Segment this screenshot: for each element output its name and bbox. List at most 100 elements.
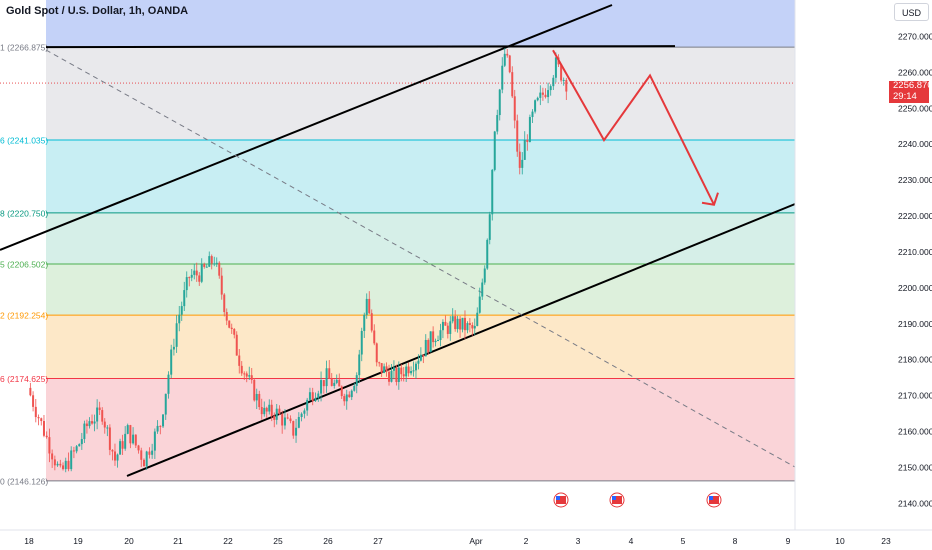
candle-body <box>491 169 494 215</box>
candle-body <box>350 390 353 398</box>
candles <box>29 48 568 473</box>
projection-path <box>552 49 719 206</box>
candle-body <box>511 72 514 97</box>
candle-body <box>119 441 122 455</box>
fib-zone-1 <box>46 139 795 213</box>
price-tick: 2240.000 <box>898 139 932 149</box>
candle-body <box>368 298 371 314</box>
candle-body <box>289 418 292 422</box>
candle-body <box>188 277 191 279</box>
candle-body <box>85 423 88 427</box>
candle-body <box>345 394 348 402</box>
fib-zone-0 <box>46 47 795 140</box>
us-flag-icon[interactable] <box>609 492 625 508</box>
fib-label: 8 (2220.750) <box>0 208 48 218</box>
candle-body <box>335 379 338 383</box>
us-flag-canton <box>612 496 616 500</box>
candle-body <box>134 434 137 446</box>
candle-body <box>383 366 386 373</box>
candle-body <box>544 94 547 98</box>
candle-body <box>493 131 496 170</box>
candle-body <box>248 375 251 377</box>
fib-label: 5 (2206.502) <box>0 259 48 269</box>
candle-body <box>549 86 552 91</box>
fib-zone-2 <box>46 212 795 264</box>
projection-line <box>552 49 715 206</box>
price-tick: 2230.000 <box>898 175 932 185</box>
candle-body <box>481 282 484 297</box>
candle-body <box>483 268 486 283</box>
candle-body <box>72 450 75 452</box>
us-flag-stripes <box>556 496 566 504</box>
projection-arrowhead <box>701 192 719 206</box>
fib-zone-4 <box>46 315 795 379</box>
fib-zone-top <box>46 0 795 48</box>
candle-body <box>48 437 51 454</box>
candle-body <box>93 421 96 424</box>
us-flag-canton <box>709 496 713 500</box>
event-markers <box>553 492 722 508</box>
candle-body <box>466 323 469 331</box>
candle-body <box>513 96 516 121</box>
candle-body <box>200 264 203 282</box>
us-flag-canton <box>556 496 560 500</box>
candle-body <box>178 314 181 324</box>
candle-body <box>518 151 521 168</box>
candle-body <box>124 433 127 449</box>
candle-body <box>164 393 167 415</box>
candle-body <box>446 325 449 334</box>
candle-body <box>370 313 373 331</box>
candle-body <box>314 398 317 402</box>
candle-body <box>51 453 54 460</box>
candle-body <box>167 374 170 394</box>
candle-body <box>213 263 216 265</box>
time-tick: 10 <box>835 536 845 546</box>
candle-body <box>53 459 56 466</box>
candle-body <box>397 367 400 383</box>
candle-body <box>434 340 437 343</box>
candle-body <box>56 463 59 466</box>
us-flag-icon[interactable] <box>706 492 722 508</box>
fib-zones <box>46 0 795 481</box>
fib-label: 6 (2174.625) <box>0 374 48 384</box>
time-tick: 23 <box>881 536 891 546</box>
candle-body <box>255 393 258 401</box>
candle-body <box>417 360 420 364</box>
candle-body <box>292 421 295 436</box>
candle-body <box>228 320 231 328</box>
chart-title: Gold Spot / U.S. Dollar, 1h, OANDA <box>6 5 189 17</box>
candle-body <box>103 421 106 428</box>
candle-body <box>536 97 539 101</box>
candle-body <box>325 368 328 387</box>
candle-body <box>501 65 504 90</box>
candle-body <box>419 354 422 361</box>
candle-body <box>395 367 398 383</box>
candle-body <box>547 90 550 98</box>
candle-body <box>106 427 109 429</box>
candle-body <box>297 416 300 428</box>
candle-body <box>185 277 188 291</box>
candle-body <box>320 380 323 394</box>
candle-body <box>270 404 273 417</box>
currency-button[interactable]: USD <box>894 3 929 21</box>
candle-body <box>265 407 268 412</box>
candle-body <box>170 349 173 375</box>
candle-body <box>156 425 159 432</box>
candle-body <box>523 139 526 160</box>
candle-body <box>427 339 430 353</box>
us-flag-icon[interactable] <box>553 492 569 508</box>
candle-body <box>355 375 358 386</box>
time-tick: 2 <box>524 536 529 546</box>
candle-body <box>96 407 99 422</box>
time-tick: 20 <box>124 536 134 546</box>
price-tick: 2260.000 <box>898 67 932 77</box>
candle-body <box>268 404 271 412</box>
time-axis: 18 19 20 21 22 25 26 27 Apr 2 3 4 5 8 9 10 23 <box>0 529 932 550</box>
candle-body <box>235 334 238 356</box>
candle-body <box>198 275 201 282</box>
candle-body <box>528 117 531 142</box>
candle-body <box>275 408 278 420</box>
candle-body <box>424 339 427 357</box>
price-tick: 2140.000 <box>898 498 932 508</box>
